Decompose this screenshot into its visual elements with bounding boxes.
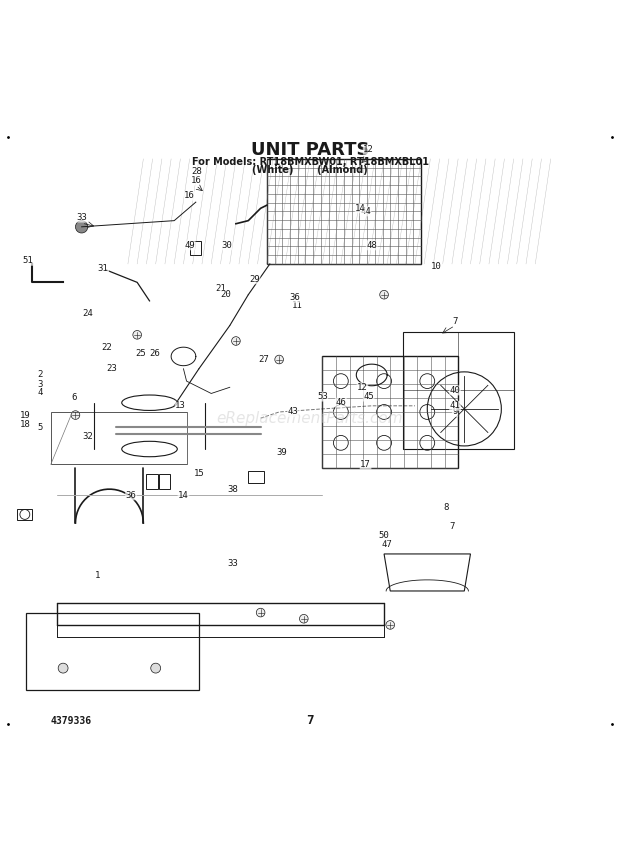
Text: 14: 14	[355, 204, 366, 213]
Bar	[267, 159, 421, 263]
Text: 12: 12	[363, 146, 374, 154]
Text: 12: 12	[357, 383, 368, 392]
Text: 45: 45	[363, 392, 374, 401]
Text: 36: 36	[126, 491, 136, 499]
Circle shape	[334, 374, 348, 388]
Text: UNIT PARTS: UNIT PARTS	[250, 140, 370, 158]
Text: 43: 43	[287, 407, 298, 417]
Text: 3: 3	[38, 380, 43, 388]
Text: 47: 47	[382, 540, 392, 549]
Text: 30: 30	[221, 241, 232, 250]
Text: (White)       (Almond): (White) (Almond)	[252, 165, 368, 175]
Text: 48: 48	[366, 241, 377, 250]
Text: 38: 38	[228, 485, 238, 493]
Text: 7: 7	[450, 522, 454, 530]
Circle shape	[133, 331, 141, 339]
Circle shape	[58, 663, 68, 673]
Text: 7: 7	[306, 714, 314, 727]
Text: 39: 39	[277, 448, 288, 456]
Text: 44: 44	[360, 207, 371, 216]
Text: 49: 49	[184, 241, 195, 250]
Text: 4: 4	[38, 387, 43, 397]
Circle shape	[299, 615, 308, 623]
Text: 23: 23	[106, 364, 117, 374]
Circle shape	[76, 220, 88, 233]
Text: 16: 16	[190, 176, 201, 185]
Text: 53: 53	[317, 392, 328, 401]
Bar	[402, 331, 514, 449]
Circle shape	[377, 436, 391, 450]
Circle shape	[71, 411, 80, 419]
Circle shape	[232, 337, 241, 345]
Circle shape	[377, 374, 391, 388]
Circle shape	[420, 405, 435, 419]
Circle shape	[334, 405, 348, 419]
Circle shape	[377, 405, 391, 419]
Text: 15: 15	[193, 469, 204, 478]
Text: 28: 28	[191, 167, 202, 176]
Text: 31: 31	[98, 263, 108, 273]
Text: 14: 14	[178, 491, 189, 499]
Text: 41: 41	[450, 401, 461, 411]
Circle shape	[256, 608, 265, 616]
Circle shape	[151, 663, 161, 673]
Text: 4379336: 4379336	[51, 715, 92, 726]
Bar	[190, 241, 201, 255]
Circle shape	[334, 436, 348, 450]
Text: 5: 5	[38, 423, 43, 432]
Text: 46: 46	[335, 399, 346, 407]
Bar	[248, 471, 264, 483]
Text: 33: 33	[228, 559, 238, 567]
Text: 9: 9	[453, 407, 458, 417]
Circle shape	[275, 356, 283, 364]
Text: 26: 26	[149, 350, 160, 358]
Text: 32: 32	[82, 432, 93, 441]
Text: 21: 21	[215, 284, 226, 293]
Bar	[146, 474, 157, 489]
Text: 19: 19	[19, 411, 30, 419]
Bar	[51, 412, 187, 464]
Text: 13: 13	[175, 401, 186, 411]
Text: 6: 6	[71, 393, 77, 402]
Circle shape	[386, 621, 394, 629]
Text: 2: 2	[38, 370, 43, 380]
Text: 33: 33	[76, 213, 87, 222]
Bar	[17, 509, 32, 520]
Bar	[159, 474, 170, 489]
Text: 17: 17	[360, 460, 371, 469]
Text: 24: 24	[82, 309, 93, 318]
Text: eReplacementParts.com: eReplacementParts.com	[216, 411, 404, 425]
Bar	[322, 356, 458, 468]
Text: 8: 8	[443, 503, 448, 512]
Text: 51: 51	[22, 257, 33, 265]
Text: 1: 1	[94, 571, 100, 580]
Text: 22: 22	[101, 343, 112, 351]
Text: 29: 29	[249, 275, 260, 284]
Text: For Models: RT18BMXBW01, RT18BMXBL01: For Models: RT18BMXBW01, RT18BMXBL01	[192, 157, 428, 167]
Text: 40: 40	[450, 386, 461, 395]
Text: 36: 36	[289, 294, 300, 302]
Text: 16: 16	[184, 191, 195, 201]
Circle shape	[420, 374, 435, 388]
Circle shape	[420, 436, 435, 450]
Text: 50: 50	[379, 531, 389, 540]
Circle shape	[379, 290, 388, 299]
Text: 27: 27	[259, 355, 269, 364]
Text: 25: 25	[135, 349, 146, 358]
Text: 20: 20	[220, 290, 231, 300]
Text: 18: 18	[19, 420, 30, 429]
Text: 7: 7	[453, 317, 458, 325]
Bar	[26, 612, 199, 690]
Text: 10: 10	[431, 263, 442, 271]
Text: 11: 11	[292, 301, 303, 310]
